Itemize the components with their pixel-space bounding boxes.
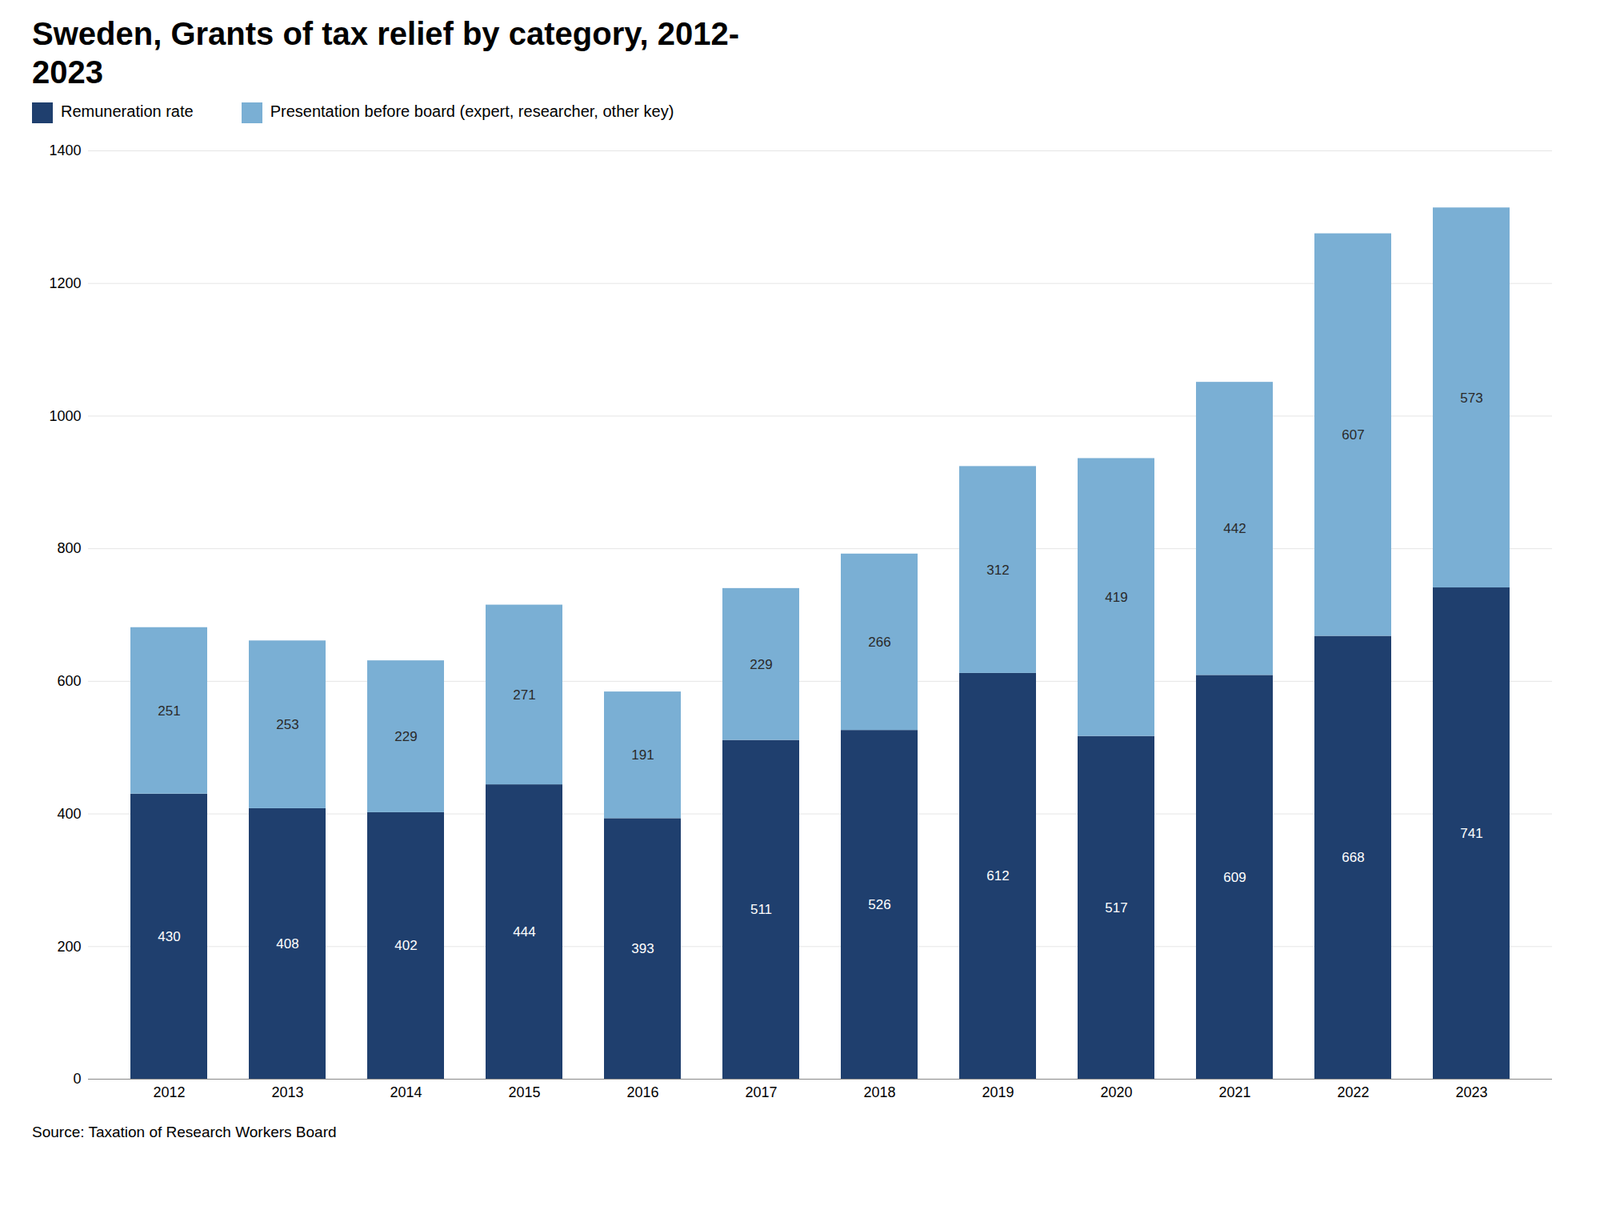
svg-text:517: 517 [1104,900,1128,916]
svg-text:229: 229 [394,728,417,744]
svg-text:408: 408 [276,936,299,952]
svg-text:2016: 2016 [626,1084,659,1100]
svg-text:200: 200 [56,938,81,955]
svg-text:609: 609 [1223,869,1246,885]
svg-text:0: 0 [72,1070,81,1087]
html-text:Source: Taxation of Research W: Source: Taxation of Research Workers Boa… [32,1123,337,1140]
svg-text:2019: 2019 [981,1084,1014,1100]
svg-text:312: 312 [986,562,1009,578]
svg-text:442: 442 [1223,520,1246,536]
svg-text:402: 402 [394,937,417,953]
svg-text:2014: 2014 [389,1084,422,1100]
svg-text:600: 600 [56,672,81,689]
svg-text:229: 229 [749,656,772,672]
svg-text:251: 251 [157,703,180,719]
svg-text:393: 393 [631,940,654,956]
svg-text:266: 266 [868,634,891,650]
svg-text:573: 573 [1460,390,1483,406]
html-text:Remuneration rate: Remuneration rate [60,102,194,121]
svg-text:444: 444 [512,924,536,940]
svg-text:2017: 2017 [744,1084,777,1100]
svg-text:400: 400 [56,805,81,822]
svg-text:526: 526 [868,896,891,912]
svg-text:1400: 1400 [48,142,81,159]
html-text:Sweden, Grants of tax relief b: Sweden, Grants of tax relief by category… [32,16,740,52]
html-text:2023: 2023 [32,54,104,90]
svg-text:271: 271 [512,687,536,703]
svg-text:2018: 2018 [863,1084,896,1100]
svg-text:2012: 2012 [152,1084,185,1100]
svg-text:2022: 2022 [1336,1084,1369,1100]
svg-text:800: 800 [56,540,81,556]
svg-text:2020: 2020 [1100,1084,1132,1100]
svg-text:741: 741 [1460,825,1483,841]
svg-text:607: 607 [1341,427,1364,443]
svg-text:2021: 2021 [1218,1084,1251,1100]
svg-text:1200: 1200 [48,275,81,292]
svg-text:2023: 2023 [1455,1084,1488,1100]
svg-text:1000: 1000 [48,408,81,424]
html-text:Presentation before board (exp: Presentation before board (expert, resea… [270,102,674,121]
svg-text:2013: 2013 [271,1084,304,1100]
svg-text:612: 612 [986,868,1009,884]
svg-text:511: 511 [750,901,772,917]
svg-text:2015: 2015 [508,1084,540,1100]
svg-text:419: 419 [1104,589,1128,605]
svg-text:430: 430 [157,928,180,944]
svg-text:253: 253 [276,716,299,732]
svg-text:668: 668 [1341,849,1364,865]
svg-text:191: 191 [631,747,654,763]
